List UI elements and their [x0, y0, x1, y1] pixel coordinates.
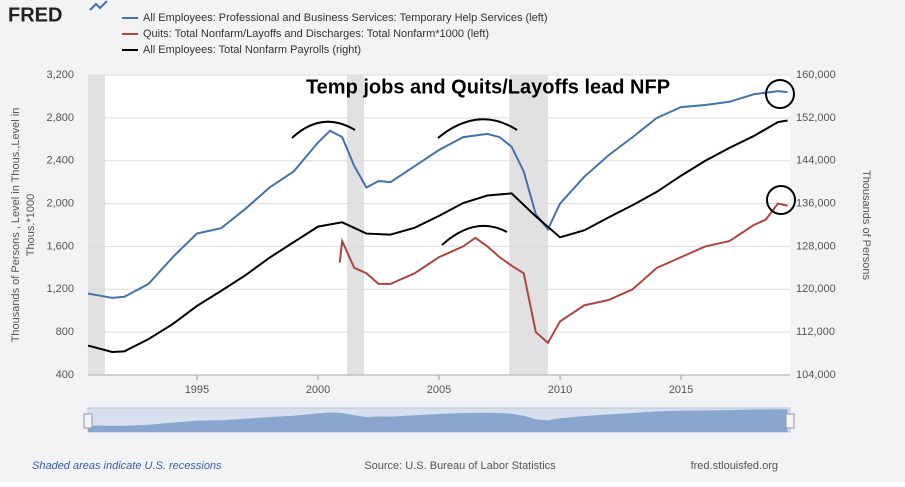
- x-tick-label: 2005: [427, 384, 451, 396]
- y-tick-label: 2,000: [46, 197, 74, 209]
- y-tick-label: 400: [56, 369, 74, 381]
- recession-note: Shaded areas indicate U.S. recessions: [32, 460, 222, 472]
- annotation-circle: [766, 185, 796, 215]
- logo: FRED: [8, 4, 62, 26]
- x-tick-label: 2010: [548, 384, 572, 396]
- series-line: [338, 202, 788, 345]
- y2-tick-label: 112,000: [796, 326, 835, 338]
- y2-axis-label: Thousands of Persons: [860, 170, 872, 281]
- recession-band: [509, 75, 548, 375]
- annotation-circle: [765, 79, 795, 109]
- legend-label: All Employees: Professional and Business…: [143, 12, 548, 24]
- navigator-handle: [83, 413, 93, 429]
- source: Source: U.S. Bureau of Labor Statistics: [364, 460, 556, 472]
- recession-band: [347, 75, 364, 375]
- y-tick-label: 2,400: [46, 155, 74, 167]
- series-line: [87, 90, 788, 299]
- recession-band: [88, 75, 105, 375]
- x-tick-label: 2000: [306, 384, 330, 396]
- y2-tick-label: 120,000: [796, 283, 836, 295]
- y-axis-label-line: Thous.*1000: [25, 194, 37, 256]
- y-tick-label: 1,600: [46, 240, 74, 252]
- y2-tick-label: 152,000: [796, 112, 836, 124]
- legend-label: Quits: Total Nonfarm/Layoffs and Dischar…: [143, 28, 489, 40]
- y-tick-label: 1,200: [46, 283, 74, 295]
- logo-icon: [89, 0, 108, 11]
- plot-area: [88, 75, 790, 375]
- site: fred.stlouisfed.org: [691, 460, 778, 472]
- x-tick-label: 1995: [185, 384, 209, 396]
- navigator-handle: [785, 413, 795, 429]
- chart-title: Temp jobs and Quits/Layoffs lead NFP: [306, 76, 670, 98]
- y-tick-label: 2,800: [46, 112, 74, 124]
- y2-tick-label: 104,000: [796, 369, 836, 381]
- x-tick-label: 2015: [669, 384, 693, 396]
- y2-tick-label: 160,000: [796, 69, 836, 81]
- y-tick-label: 800: [56, 326, 74, 338]
- y2-tick-label: 128,000: [796, 240, 836, 252]
- annotation-arc: [437, 118, 518, 139]
- y-axis-label: Thousands of Persons , Level in Thous.,L…: [10, 108, 37, 343]
- annotation-arc: [441, 224, 508, 246]
- plot: 400 800 1,200 1,600 2,000 2,400 2,800 3,200 104,…: [10, 12, 872, 433]
- y2-tick-label: 136,000: [796, 197, 836, 209]
- series-line: [87, 119, 788, 353]
- navigator-area: [88, 409, 788, 432]
- annotation-arc: [291, 120, 356, 139]
- legend-label: All Employees: Total Nonfarm Payrolls (r…: [143, 44, 361, 56]
- y-axis-label-line: Thousands of Persons , Level in Thous.,L…: [10, 108, 22, 343]
- y-tick-label: 3,200: [46, 69, 74, 81]
- y2-tick-label: 144,000: [796, 155, 836, 167]
